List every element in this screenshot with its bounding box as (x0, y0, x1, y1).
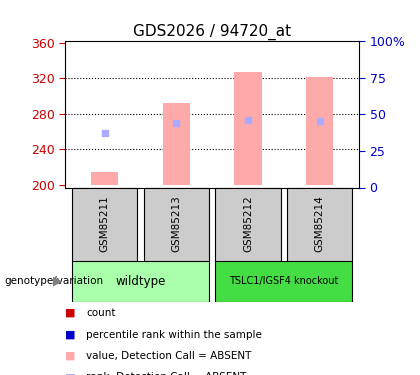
Bar (306, 77, 333, 185)
Text: wildtype: wildtype (115, 275, 165, 288)
Text: count: count (86, 308, 116, 318)
Text: ■: ■ (65, 372, 76, 375)
Bar (287, 188, 352, 261)
Text: GSM85212: GSM85212 (243, 196, 253, 252)
Text: ■: ■ (65, 351, 76, 361)
Bar (144, 188, 209, 261)
Text: value, Detection Call = ABSENT: value, Detection Call = ABSENT (86, 351, 252, 361)
Text: genotype/variation: genotype/variation (4, 276, 103, 286)
Text: percentile rank within the sample: percentile rank within the sample (86, 330, 262, 339)
Text: ■: ■ (65, 308, 76, 318)
Bar (163, 103, 190, 185)
Bar (215, 188, 281, 261)
Text: GSM85213: GSM85213 (171, 196, 181, 252)
Text: ■: ■ (65, 330, 76, 339)
Bar (72, 188, 137, 261)
Text: TSLC1/IGSF4 knockout: TSLC1/IGSF4 knockout (229, 276, 339, 286)
Text: GSM85214: GSM85214 (315, 196, 325, 252)
Text: ▶: ▶ (52, 275, 62, 288)
Text: GSM85211: GSM85211 (100, 196, 110, 252)
Bar (215, 261, 352, 302)
Bar (91, 171, 118, 185)
Bar (72, 261, 209, 302)
Bar (234, 72, 262, 185)
Title: GDS2026 / 94720_at: GDS2026 / 94720_at (133, 24, 291, 40)
Text: rank, Detection Call = ABSENT: rank, Detection Call = ABSENT (86, 372, 247, 375)
